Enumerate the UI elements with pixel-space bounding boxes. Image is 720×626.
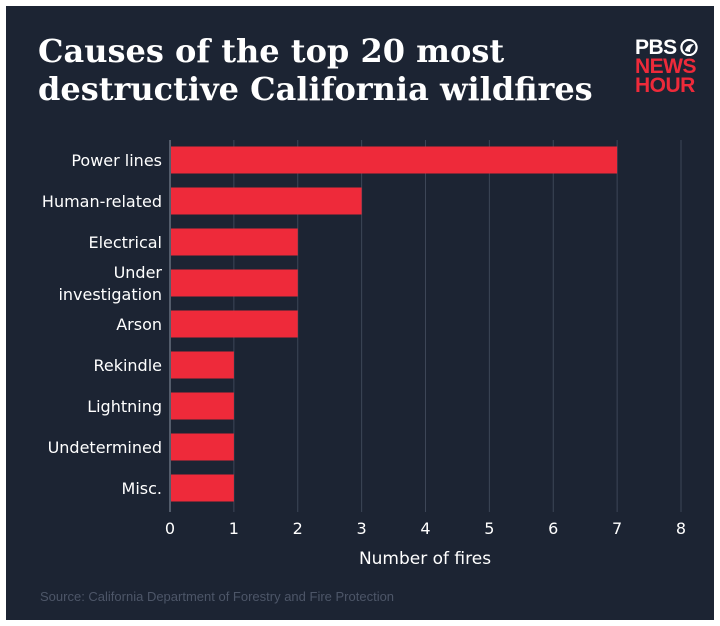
x-tick-label-5: 5 (484, 519, 494, 538)
x-tick-label-6: 6 (548, 519, 558, 538)
x-tick-label-2: 2 (293, 519, 303, 538)
category-label-3: Under investigation (58, 263, 162, 304)
bar-0 (171, 146, 618, 174)
pbs-head-icon (679, 39, 698, 56)
chart-card: Causes of the top 20 most destructive Ca… (6, 6, 714, 620)
source-note: Source: California Department of Forestr… (40, 589, 395, 604)
bar-5 (171, 351, 234, 379)
logo-line-3: HOUR (635, 74, 695, 97)
pbs-newshour-logo: PBS NEWS HOUR (635, 36, 699, 97)
x-axis-title: Number of fires (359, 549, 491, 569)
x-tick-label-1: 1 (229, 519, 239, 538)
chart-title: Causes of the top 20 most destructive Ca… (38, 32, 593, 108)
x-tick-label-4: 4 (420, 519, 430, 538)
bar-1 (171, 187, 362, 215)
bar-6 (171, 392, 234, 420)
bar-8 (171, 474, 234, 502)
logo-line-1: PBS (635, 36, 677, 59)
category-label-8: Misc. (122, 479, 162, 498)
logo-line-2: NEWS (635, 55, 696, 78)
x-tick-label-7: 7 (612, 519, 622, 538)
bar-4 (171, 310, 298, 338)
x-tick-label-3: 3 (357, 519, 367, 538)
bar-3 (171, 269, 298, 297)
category-label-2: Electrical (88, 233, 162, 252)
bar-2 (171, 228, 298, 256)
category-label-1: Human-related (42, 192, 162, 211)
category-label-6: Lightning (87, 397, 162, 416)
category-label-4: Arson (116, 315, 162, 334)
x-tick-label-8: 8 (676, 519, 686, 538)
category-label-0: Power lines (71, 151, 162, 170)
x-tick-label-0: 0 (165, 519, 175, 538)
category-label-7: Undetermined (48, 438, 162, 457)
category-label-5: Rekindle (93, 356, 162, 375)
bar-7 (171, 433, 234, 461)
